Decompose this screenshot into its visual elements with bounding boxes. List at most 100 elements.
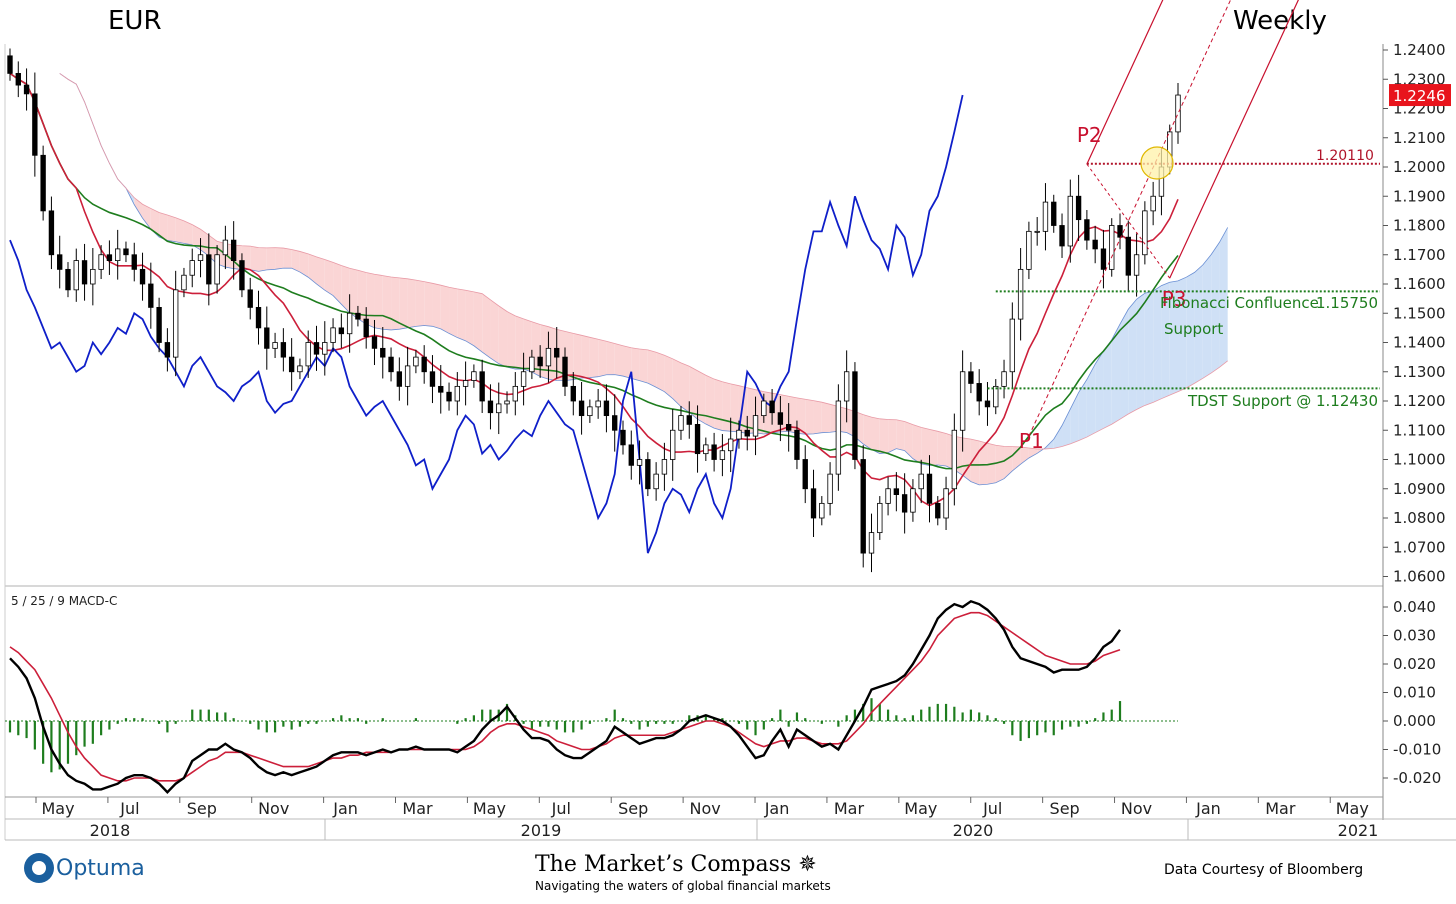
cloud-span-b bbox=[59, 73, 1228, 450]
candle-body bbox=[769, 400, 775, 414]
candle-body bbox=[1067, 195, 1073, 247]
candle-body bbox=[1001, 371, 1007, 387]
candle-body bbox=[421, 356, 427, 373]
cloud-segment bbox=[1161, 282, 1170, 399]
month-label: May bbox=[1336, 799, 1369, 818]
candle-body bbox=[810, 488, 817, 519]
candle-body bbox=[554, 347, 560, 358]
candle-body bbox=[429, 371, 436, 387]
price-tick-label: 1.2400 bbox=[1393, 41, 1446, 59]
month-label: May bbox=[904, 799, 937, 818]
candle-body bbox=[380, 347, 386, 358]
candle-body bbox=[827, 473, 833, 504]
candle-body bbox=[139, 268, 146, 285]
cloud-segment bbox=[1178, 277, 1187, 392]
chart-symbol: EUR bbox=[108, 6, 162, 36]
candle-body bbox=[1051, 201, 1057, 226]
candle-body bbox=[313, 342, 320, 355]
macd-tick-label: 0.030 bbox=[1393, 627, 1436, 645]
price-tick-label: 1.1100 bbox=[1393, 421, 1446, 439]
price-tick-label: 1.1600 bbox=[1393, 275, 1446, 293]
candle-body bbox=[752, 415, 759, 437]
cloud-segment bbox=[333, 262, 342, 305]
cloud-segment bbox=[656, 352, 665, 392]
cloud-segment bbox=[316, 256, 325, 291]
cloud-segment bbox=[871, 417, 880, 454]
candle-body bbox=[819, 502, 825, 519]
candle-body bbox=[446, 391, 452, 402]
cloud-segment bbox=[697, 370, 706, 425]
candle-body bbox=[1009, 318, 1016, 373]
cloud-segment bbox=[391, 277, 400, 330]
chikou-span-line bbox=[9, 94, 964, 554]
candle-body bbox=[214, 254, 220, 285]
candle-body bbox=[984, 400, 991, 408]
cloud-segment bbox=[581, 335, 590, 378]
cloud-segment bbox=[995, 445, 1005, 483]
cloud-segment bbox=[1111, 324, 1121, 425]
candle-body bbox=[272, 342, 278, 349]
cloud-segment bbox=[1136, 293, 1145, 410]
cloud-segment bbox=[457, 288, 466, 341]
cloud-segment bbox=[498, 305, 508, 368]
candle-body bbox=[338, 327, 345, 335]
tenkan-sen-line bbox=[9, 72, 1179, 507]
cloud-segment bbox=[863, 414, 872, 450]
candle-body bbox=[1125, 236, 1131, 276]
candle-body bbox=[719, 450, 726, 460]
pitchfork-lower-line bbox=[1169, 0, 1299, 279]
pivot-p2-label: P2 bbox=[1077, 123, 1102, 147]
optuma-logo-text: Optuma bbox=[56, 855, 145, 881]
cloud-segment bbox=[1153, 285, 1162, 403]
pitchfork-upper-line bbox=[1086, 0, 1164, 165]
cloud-segment bbox=[1053, 425, 1063, 449]
cloud-segment bbox=[291, 249, 300, 273]
cloud-segment bbox=[341, 265, 350, 313]
data-credit: Data Courtesy of Bloomberg bbox=[1164, 862, 1364, 878]
price-tick-label: 1.1900 bbox=[1393, 187, 1446, 205]
cloud-segment bbox=[1144, 291, 1154, 406]
candle-body bbox=[363, 318, 369, 338]
candle-body bbox=[537, 356, 543, 367]
candle-body bbox=[189, 260, 195, 276]
cloud-segment bbox=[308, 253, 317, 284]
candle-body bbox=[736, 429, 742, 440]
candle-body bbox=[1075, 195, 1082, 221]
kijun-sen-line bbox=[9, 72, 1179, 470]
cloud-segment bbox=[689, 366, 698, 420]
candle-body bbox=[1133, 254, 1140, 276]
optuma-logo: Optuma bbox=[24, 853, 145, 883]
cloud-segment bbox=[622, 345, 632, 379]
cloud-segment bbox=[813, 400, 822, 434]
cloud-segment bbox=[1028, 447, 1038, 458]
candle-body bbox=[115, 248, 121, 261]
cloud-segment bbox=[482, 293, 491, 359]
candle-body bbox=[355, 312, 361, 320]
candle-body bbox=[1175, 94, 1181, 133]
candle-body bbox=[15, 73, 21, 86]
cloud-segment bbox=[1202, 254, 1212, 379]
candle-body bbox=[1109, 225, 1115, 270]
candle-body bbox=[860, 459, 866, 554]
month-label: Jul bbox=[551, 799, 571, 818]
cloud-segment bbox=[921, 427, 930, 466]
candle-body bbox=[843, 371, 850, 402]
candle-body bbox=[852, 371, 858, 460]
cloud-segment bbox=[324, 259, 334, 296]
cloud-segment bbox=[415, 280, 425, 327]
candle-body bbox=[197, 254, 204, 261]
month-label: Nov bbox=[258, 799, 289, 818]
year-label: 2019 bbox=[521, 821, 562, 840]
month-label: Jul bbox=[982, 799, 1002, 818]
candle-body bbox=[90, 268, 96, 285]
macd-tick-label: 0.040 bbox=[1393, 598, 1436, 616]
candle-body bbox=[578, 400, 585, 417]
candle-body bbox=[206, 254, 212, 285]
cloud-segment bbox=[1169, 280, 1178, 396]
candle-body bbox=[587, 406, 593, 417]
candle-body bbox=[993, 385, 999, 408]
brand-block: The Market’s Compass ✵ Navigating the wa… bbox=[535, 852, 835, 893]
candle-body bbox=[156, 306, 162, 343]
cloud-segment bbox=[929, 429, 938, 466]
